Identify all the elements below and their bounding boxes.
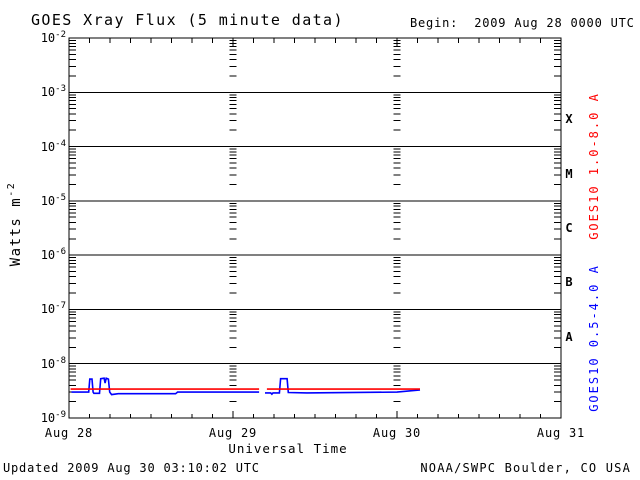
updated-timestamp: Updated 2009 Aug 30 03:10:02 UTC (3, 461, 260, 475)
y-axis-title-sup: -2 (6, 181, 18, 197)
y-axis-title: Watts m-2 (6, 182, 24, 267)
x-tick-label: Aug 30 (372, 426, 422, 440)
y-axis-title-text: Watts m (7, 196, 24, 267)
y-tick-label: 10-5 (40, 192, 66, 208)
flare-class-label-b: B (565, 275, 573, 290)
y-tick-label: 10-4 (40, 138, 66, 154)
flare-class-label-a: A (565, 329, 573, 344)
x-axis-title: Universal Time (228, 441, 348, 456)
y-tick-label: 10-7 (40, 301, 66, 317)
y-tick-label: 10-2 (40, 30, 66, 45)
flare-class-label-m: M (565, 166, 573, 181)
x-tick-label: Aug 31 (536, 426, 586, 440)
flare-class-label-x: X (565, 112, 573, 127)
y-tick-label: 10-9 (40, 410, 66, 425)
series-label-short-channel: GOES10 0.5-4.0 A (587, 264, 601, 412)
y-tick-label: 10-6 (40, 247, 66, 263)
chart-title: GOES Xray Flux (5 minute data) (31, 11, 344, 29)
series-label-long-channel: GOES10 1.0-8.0 A (587, 92, 601, 240)
x-tick-label: Aug 29 (208, 426, 258, 440)
x-tick-label: Aug 28 (44, 426, 94, 440)
y-tick-label: 10-8 (40, 355, 66, 371)
y-tick-label: 10-3 (40, 84, 66, 100)
flare-class-label-c: C (565, 221, 573, 235)
begin-label: Begin: 2009 Aug 28 0000 UTC (410, 16, 635, 30)
source-label: NOAA/SWPC Boulder, CO USA (420, 461, 631, 475)
